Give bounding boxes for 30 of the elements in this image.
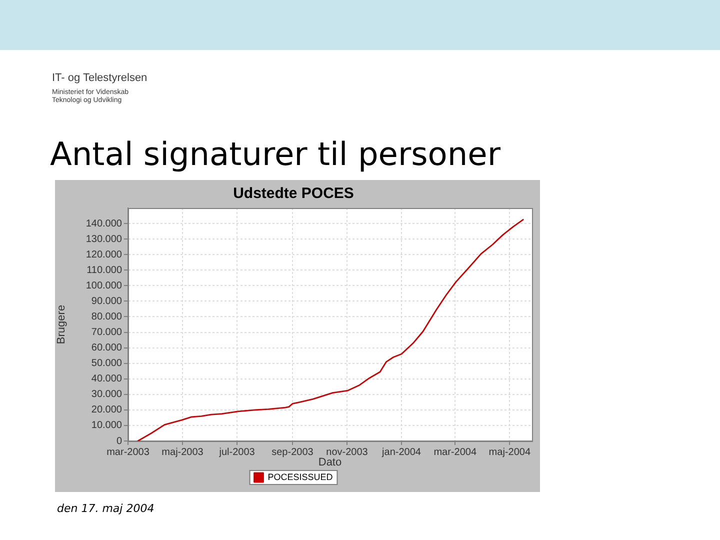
- y-tick-label: 110.000: [86, 264, 122, 276]
- y-tick-label: 20.000: [91, 404, 122, 416]
- chart-title: Antal signaturer til personer: [50, 135, 500, 173]
- legend-label: POCESISSUED: [268, 472, 334, 482]
- y-tick-label: 130.000: [86, 234, 122, 245]
- y-tick-label: 60.000: [91, 342, 122, 354]
- y-tick-label: 50.000: [91, 358, 122, 370]
- x-tick-label: mar-2004: [434, 446, 477, 458]
- y-tick-label: 100.000: [86, 280, 122, 292]
- text: IT- og Telestyrelsen: [52, 72, 148, 84]
- x-tick-label: maj-2004: [488, 446, 531, 458]
- x-tick-label: sep-2003: [272, 446, 314, 458]
- y-tick-label: 120.000: [86, 249, 122, 260]
- y-tick-label: 0: [116, 436, 122, 447]
- x-tick-label: mar-2003: [106, 446, 150, 458]
- y-tick-label: 40.000: [91, 374, 122, 385]
- y-tick-label: 90.000: [91, 296, 122, 307]
- x-tick-label: jan-2004: [381, 446, 422, 458]
- x-tick-label: jul-2003: [218, 446, 256, 458]
- x-axis-title: Dato: [318, 456, 342, 468]
- x-tick-label: maj-2003: [162, 446, 204, 458]
- y-tick-label: 80.000: [91, 311, 122, 322]
- chart-subtitle: Udstedte POCES: [233, 185, 354, 202]
- y-tick-label: 30.000: [91, 389, 122, 400]
- y-tick-label: 10.000: [91, 420, 122, 432]
- y-tick-label: 70.000: [91, 327, 122, 338]
- text: den 17. maj 2004: [57, 502, 154, 515]
- x-tick-label: nov-2003: [326, 446, 368, 458]
- y-axis-title: Brugere: [56, 304, 68, 344]
- y-tick-label: 140.000: [86, 218, 122, 230]
